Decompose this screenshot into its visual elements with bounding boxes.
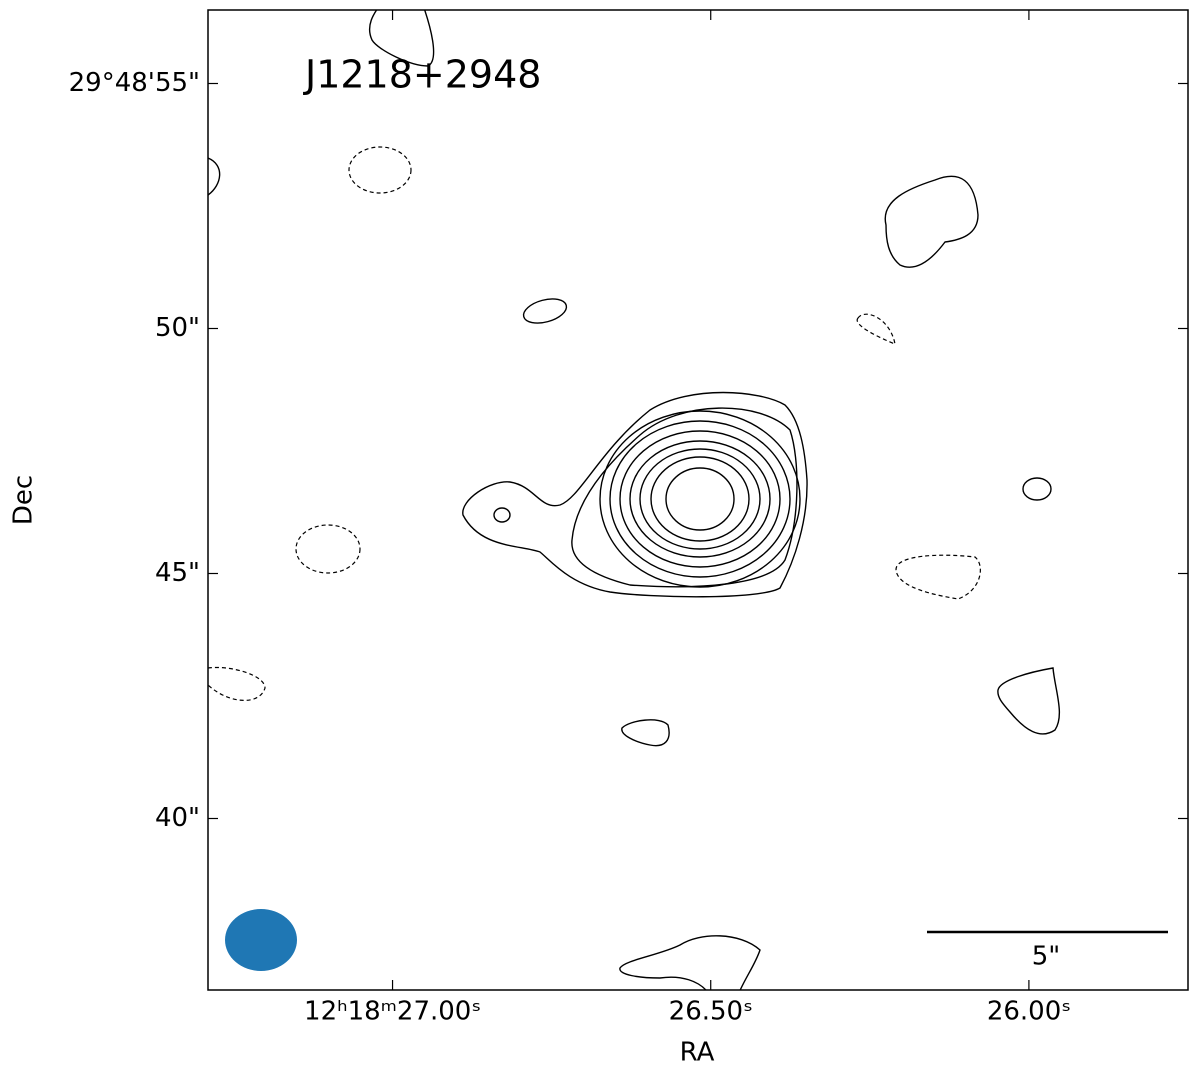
plot-frame [207, 9, 1189, 991]
x-tick-label: 26.00ˢ [987, 997, 1071, 1027]
y-tick-label: 40" [155, 803, 200, 833]
scale-bar-label: 5" [1032, 942, 1061, 972]
chart-title: J1218+2948 [303, 53, 541, 97]
x-tick-label: 12ʰ18ᵐ27.00ˢ [304, 997, 481, 1027]
y-tick-label: 50" [155, 313, 200, 343]
y-tick-label: 45" [155, 558, 200, 588]
x-axis-label: RA [680, 1038, 715, 1068]
beam [225, 909, 297, 971]
y-tick-label: 29°48'55" [69, 68, 200, 98]
y-axis-label: Dec [9, 475, 39, 525]
contours [208, 10, 1061, 990]
x-tick-label: 26.50ˢ [669, 997, 753, 1027]
